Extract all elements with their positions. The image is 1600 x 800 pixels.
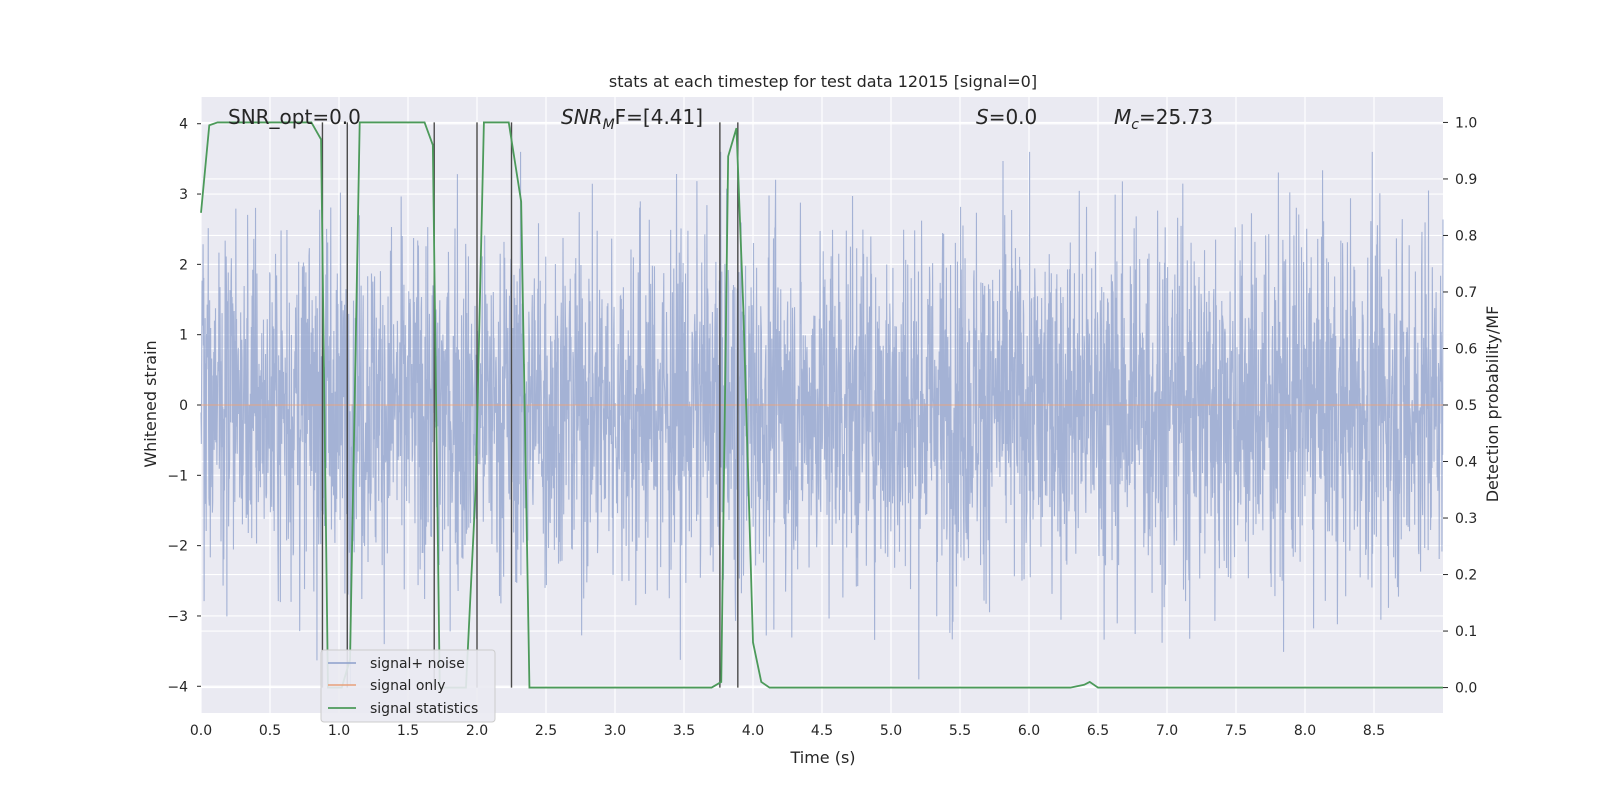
y-left-tick-label: 3	[179, 187, 188, 203]
x-tick-label: 8.5	[1363, 723, 1385, 739]
x-tick-label: 2.0	[466, 723, 488, 739]
s-main: S	[976, 105, 989, 129]
y-right-tick-label: 1.0	[1455, 115, 1477, 131]
y-right-tick-label: 0.3	[1455, 511, 1477, 527]
annotation-snr-mf: SNRMF=[4.41]	[561, 105, 703, 133]
y-right-tick-label: 0.1	[1455, 624, 1477, 640]
annotation-s: S=0.0	[976, 105, 1037, 129]
snr-mf-sub: M	[603, 117, 615, 133]
y-left-tick-label: −2	[167, 539, 188, 555]
x-tick-label: 4.0	[742, 723, 764, 739]
legend: signal+ noise signal only signal statist…	[320, 649, 496, 723]
y-right-tick-label: 0.5	[1455, 398, 1477, 414]
x-tick-label: 3.0	[604, 723, 626, 739]
mc-sub: c	[1131, 117, 1139, 133]
left-y-axis-title: Whitened strain	[141, 340, 160, 467]
x-tick-label: 5.0	[880, 723, 902, 739]
y-right-tick-label: 0.7	[1455, 285, 1477, 301]
x-tick-label: 4.5	[811, 723, 833, 739]
x-tick-label: 7.0	[1156, 723, 1178, 739]
x-tick-label: 0.5	[259, 723, 281, 739]
mc-main: M	[1114, 105, 1131, 129]
x-tick-label: 3.5	[673, 723, 695, 739]
snr-mf-rest: F=[4.41]	[615, 105, 703, 129]
chart-title: stats at each timestep for test data 120…	[609, 72, 1037, 91]
annotation-snr-opt: SNR_opt=0.0	[228, 105, 361, 129]
left-y-axis-ticks: 4 3 2 1 0 −1 −2 −3 −4	[167, 117, 201, 695]
x-tick-label: 2.5	[535, 723, 557, 739]
s-rest: =0.0	[989, 105, 1038, 129]
legend-label-signal-only: signal only	[370, 678, 445, 694]
legend-label-signal-noise: signal+ noise	[370, 656, 465, 672]
x-tick-label: 1.5	[397, 723, 419, 739]
x-tick-label: 6.0	[1018, 723, 1040, 739]
y-left-tick-label: −3	[167, 609, 188, 625]
series-signal-noise-line	[200, 151, 1444, 686]
x-tick-label: 6.5	[1087, 723, 1109, 739]
x-tick-label: 1.0	[328, 723, 350, 739]
x-axis-ticks: 0.0 0.5 1.0 1.5 2.0 2.5 3.0 3.5 4.0 4.5 5.0 5.5 6.0 6…	[190, 723, 1385, 739]
x-tick-label: 5.5	[949, 723, 971, 739]
legend-label-signal-statistics: signal statistics	[370, 701, 478, 717]
x-tick-label: 8.0	[1294, 723, 1316, 739]
data-region	[200, 121, 1444, 689]
y-left-tick-label: 0	[179, 398, 188, 414]
y-right-tick-label: 0.0	[1455, 681, 1477, 697]
x-axis-title: Time (s)	[789, 748, 855, 767]
x-tick-label: 0.0	[190, 723, 212, 739]
y-left-tick-label: 2	[179, 257, 188, 273]
x-tick-label: 7.5	[1225, 723, 1247, 739]
y-right-tick-label: 0.2	[1455, 568, 1477, 584]
legend-box	[320, 649, 496, 723]
right-y-axis-title: Detection probability/MF	[1483, 306, 1502, 503]
plot-area	[200, 97, 1444, 713]
y-left-tick-label: −1	[167, 468, 188, 484]
y-right-tick-label: 0.9	[1455, 172, 1477, 188]
snr-mf-main: SNR	[561, 105, 603, 129]
y-left-tick-label: 4	[179, 117, 188, 133]
mc-rest: =25.73	[1139, 105, 1213, 129]
y-left-tick-label: −4	[167, 679, 188, 695]
annotation-mc: Mc=25.73	[1114, 105, 1213, 133]
y-right-tick-label: 0.6	[1455, 341, 1477, 357]
y-right-tick-label: 0.8	[1455, 228, 1477, 244]
y-right-tick-label: 0.4	[1455, 455, 1477, 471]
right-y-axis-ticks: 1.0 0.9 0.8 0.7 0.6 0.5 0.4 0.3 0.2 0.1 0.0	[1443, 115, 1477, 697]
y-left-tick-label: 1	[179, 328, 188, 344]
